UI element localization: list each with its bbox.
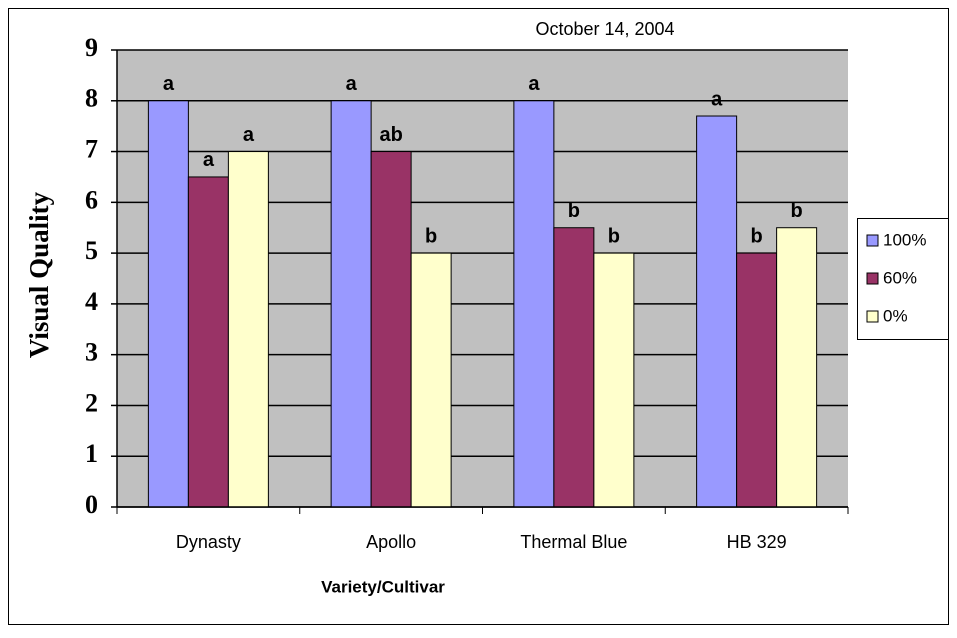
bar [147, 100, 189, 508]
x-tick-label: Thermal Blue [520, 532, 627, 552]
bar-letter: a [346, 73, 358, 95]
y-tick-label: 4 [85, 287, 98, 316]
bar [330, 100, 372, 508]
x-tick-label: HB 329 [727, 532, 787, 552]
y-tick-label: 8 [85, 84, 98, 113]
bar [776, 227, 818, 508]
chart-title: October 14, 2004 [535, 19, 674, 39]
legend-label: 100% [883, 230, 926, 249]
x-tick-label: Dynasty [176, 532, 241, 552]
bar-letter: a [203, 149, 215, 171]
bar [736, 252, 778, 508]
legend-swatch [866, 234, 879, 247]
bar [410, 252, 452, 508]
y-tick-label: 6 [85, 185, 98, 214]
bar-letter: a [711, 88, 723, 110]
bar [593, 252, 635, 508]
bar [553, 227, 595, 508]
x-axis-label: Variety/Cultivar [321, 577, 445, 596]
bar-letter: b [568, 200, 580, 222]
y-tick-label: 7 [85, 135, 98, 164]
bar [227, 151, 269, 508]
x-tick-label: Apollo [366, 532, 416, 552]
bar [370, 151, 412, 508]
bar [513, 100, 555, 508]
bar-letter: b [608, 225, 620, 247]
bar-letter: b [751, 225, 763, 247]
y-tick-label: 0 [85, 490, 98, 519]
y-axis-label: Visual Quality [24, 191, 54, 358]
bar-letter: b [425, 225, 437, 247]
bar-letter: a [528, 73, 540, 95]
legend-swatch [866, 272, 879, 285]
bar [187, 176, 229, 508]
y-tick-label: 3 [85, 338, 98, 367]
bar-letter: a [163, 73, 175, 95]
bar-letter: a [243, 124, 255, 146]
legend-label: 60% [883, 268, 917, 287]
y-tick-label: 1 [85, 439, 98, 468]
y-tick-label: 2 [85, 388, 98, 417]
y-tick-label: 5 [85, 236, 98, 265]
bar-letter: b [791, 200, 803, 222]
bar-letter: ab [379, 124, 402, 146]
legend-swatch [866, 310, 879, 323]
bar [696, 115, 738, 508]
legend-label: 0% [883, 306, 908, 325]
y-tick-label: 9 [85, 33, 98, 62]
